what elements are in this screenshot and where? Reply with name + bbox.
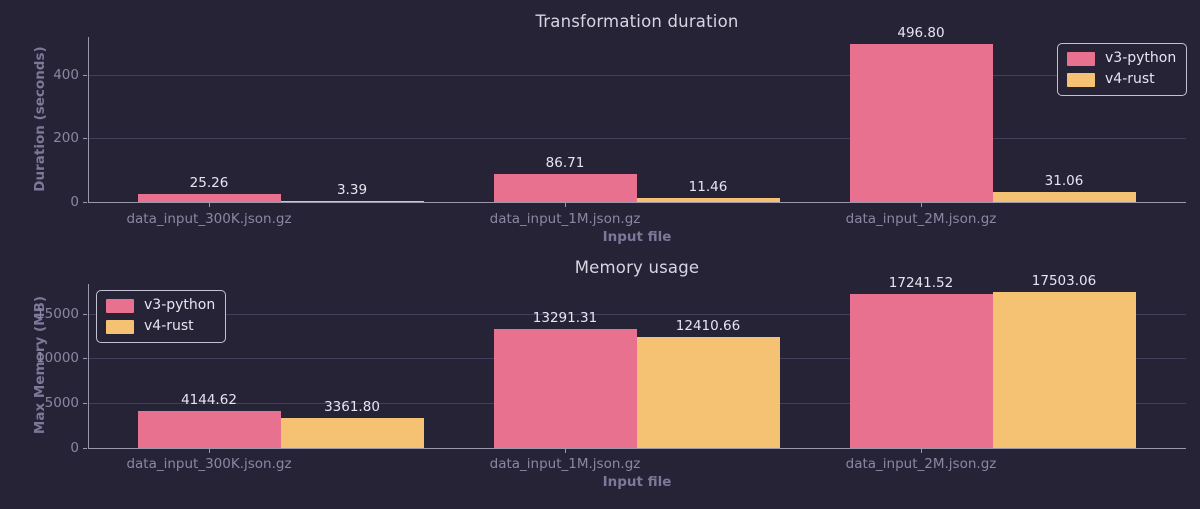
bar-value-label: 3361.80 <box>324 398 380 415</box>
y-axis-spine <box>88 284 89 448</box>
legend-swatch-icon <box>106 320 134 335</box>
legend-item: v3-python <box>1067 50 1177 66</box>
legend-item: v4-rust <box>106 318 215 335</box>
x-tick-label: data_input_1M.json.gz <box>489 211 641 227</box>
x-tick-label: data_input_2M.json.gz <box>845 211 997 227</box>
legend-swatch-icon <box>1067 73 1095 88</box>
y-tick-label: 0 <box>70 439 79 456</box>
gridline <box>88 138 1186 140</box>
bar-value-label: 17241.52 <box>888 274 954 291</box>
y-axis-spine <box>88 37 89 202</box>
x-tick-label: data_input_300K.json.gz <box>126 456 292 472</box>
x-tick-label: data_input_2M.json.gz <box>845 456 997 472</box>
legend-item: v4-rust <box>1067 71 1176 88</box>
bar-value-label: 3.39 <box>336 181 368 198</box>
x-tick-mark <box>565 449 566 453</box>
bar-v4-rust <box>636 198 780 202</box>
bar-value-label: 17503.06 <box>1031 272 1097 289</box>
legend-swatch-icon <box>106 298 134 313</box>
bar-value-label: 11.46 <box>688 179 728 196</box>
y-tick-mark <box>83 313 87 315</box>
y-tick-label: 200 <box>53 130 79 147</box>
gridline <box>88 74 1186 76</box>
gridline <box>88 313 1186 315</box>
x-axis-label: Input file <box>602 474 672 490</box>
x-axis-spine <box>88 202 1186 203</box>
y-tick-label: 5000 <box>44 394 79 411</box>
bar-value-label: 4144.62 <box>181 391 237 408</box>
y-tick-label: 10000 <box>36 350 79 367</box>
x-tick-mark <box>209 449 210 453</box>
bar-v4-rust <box>992 192 1136 202</box>
x-tick-mark <box>921 203 922 207</box>
bar-v3-python <box>137 410 281 448</box>
bar-v3-python <box>849 293 993 448</box>
bar-value-label: 13291.31 <box>532 310 598 327</box>
legend-label: v3-python <box>1105 50 1177 66</box>
x-tick-mark <box>565 203 566 207</box>
x-tick-label: data_input_300K.json.gz <box>126 211 292 227</box>
bar-v3-python <box>137 193 281 202</box>
bar-value-label: 25.26 <box>189 174 229 191</box>
x-tick-mark <box>209 203 210 207</box>
chart-title: Memory usage <box>574 258 700 277</box>
legend: v3-python v4-rust <box>1057 43 1188 96</box>
y-tick-mark <box>83 358 87 360</box>
legend-label: v4-rust <box>144 318 194 335</box>
y-tick-label: 15000 <box>36 305 79 322</box>
y-tick-mark <box>83 138 87 140</box>
chart-title: Transformation duration <box>535 12 739 31</box>
bar-v3-python <box>493 329 637 448</box>
y-tick-mark <box>83 447 87 449</box>
bar-value-label: 496.80 <box>897 25 945 42</box>
x-tick-mark <box>921 449 922 453</box>
x-axis-spine <box>88 448 1186 449</box>
x-tick-label: data_input_1M.json.gz <box>489 456 641 472</box>
bar-value-label: 31.06 <box>1044 173 1084 190</box>
bar-v3-python <box>849 44 993 202</box>
y-tick-label: 0 <box>70 193 79 210</box>
y-tick-label: 400 <box>53 66 79 83</box>
bar-value-label: 86.71 <box>545 155 585 172</box>
bar-value-label: 12410.66 <box>675 318 741 335</box>
legend-label: v3-python <box>144 297 216 313</box>
legend-swatch-icon <box>1067 51 1095 66</box>
legend-item: v3-python <box>106 297 216 313</box>
y-tick-mark <box>83 201 87 203</box>
y-tick-mark <box>83 74 87 76</box>
bar-v4-rust <box>636 337 780 448</box>
bar-v4-rust <box>992 291 1136 448</box>
y-tick-mark <box>83 402 87 404</box>
legend-label: v4-rust <box>1105 71 1155 88</box>
bar-v4-rust <box>280 200 424 202</box>
bar-v4-rust <box>280 417 424 448</box>
bar-v3-python <box>493 174 637 202</box>
x-axis-label: Input file <box>602 229 672 245</box>
legend: v3-python v4-rust <box>96 290 227 343</box>
